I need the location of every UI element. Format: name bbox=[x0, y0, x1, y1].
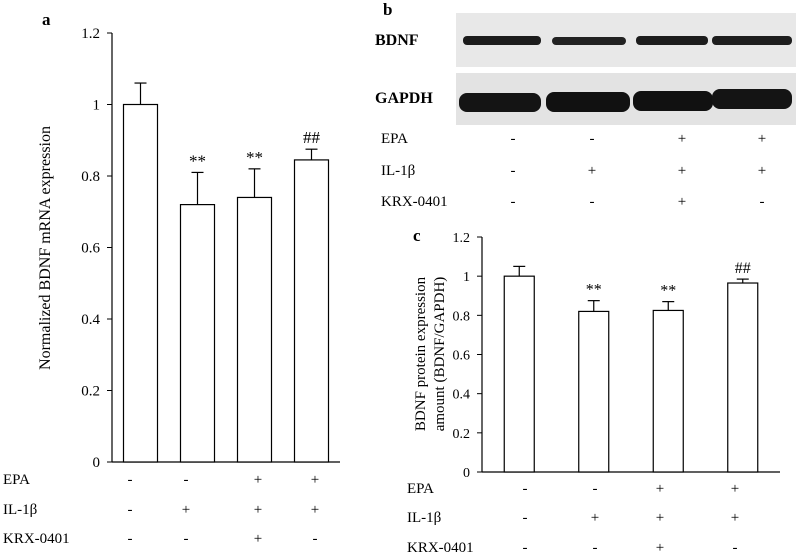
treatment-table-b: EPA - - + + IL-1β - + + + KRX-0401 - - + - bbox=[381, 131, 766, 210]
blot-band bbox=[552, 37, 626, 45]
blot-band bbox=[546, 92, 630, 112]
blot-label-bdnf: BDNF bbox=[375, 32, 419, 49]
y-tick-label: 0.6 bbox=[81, 241, 100, 257]
y-axis-label: Normalized BDNF mRNA expression bbox=[37, 126, 54, 370]
treatment-value: - bbox=[511, 163, 516, 179]
blot-band bbox=[633, 91, 713, 111]
treatment-value: + bbox=[731, 481, 739, 497]
treatment-value: - bbox=[511, 194, 516, 210]
bar bbox=[179, 204, 216, 463]
treatment-label: EPA bbox=[407, 481, 434, 497]
treatment-label: KRX-0401 bbox=[407, 540, 474, 556]
significance-annotation: ** bbox=[660, 283, 676, 300]
treatment-value: - bbox=[128, 502, 133, 518]
treatment-value: - bbox=[184, 472, 189, 488]
treatment-label: EPA bbox=[3, 472, 30, 488]
y-tick-label: 1 bbox=[463, 270, 470, 285]
treatment-label: EPA bbox=[381, 131, 408, 147]
treatment-value: - bbox=[511, 131, 516, 147]
bar bbox=[293, 159, 330, 463]
treatment-value: - bbox=[733, 540, 738, 556]
y-axis-label-line: BDNF protein expression bbox=[413, 276, 429, 431]
y-tick-label: 0.2 bbox=[453, 427, 471, 442]
treatment-value: + bbox=[678, 194, 686, 210]
bar bbox=[727, 282, 759, 473]
treatment-value: + bbox=[758, 131, 766, 147]
treatment-label: IL-1β bbox=[407, 510, 441, 526]
significance-annotation: ## bbox=[303, 128, 321, 147]
blot-band bbox=[636, 36, 708, 45]
treatment-value: + bbox=[254, 472, 262, 488]
bar bbox=[503, 275, 535, 473]
treatment-table-c: EPA - - + + IL-1β - + + + KRX-0401 - - + - bbox=[407, 481, 739, 556]
treatment-label: KRX-0401 bbox=[381, 194, 448, 210]
treatment-value: - bbox=[184, 531, 189, 547]
chart-c: 0 0.2 0.4 0.6 0.8 1 1.2 BDNF protein expression… bbox=[413, 231, 780, 481]
significance-annotation: ** bbox=[189, 151, 206, 170]
significance-annotation: ** bbox=[586, 282, 602, 299]
y-axis-label: BDNF protein expression amount (BDNF/GAPD… bbox=[413, 276, 448, 431]
treatment-value: - bbox=[590, 131, 595, 147]
bar bbox=[578, 310, 610, 473]
panel-b-label: b bbox=[383, 0, 392, 19]
treatment-value: + bbox=[311, 502, 319, 518]
treatment-value: + bbox=[588, 163, 596, 179]
treatment-value: - bbox=[128, 472, 133, 488]
blot-band bbox=[712, 36, 792, 45]
treatment-value: - bbox=[593, 481, 598, 497]
western-blot: BDNF GAPDH bbox=[375, 13, 796, 125]
treatment-value: - bbox=[593, 540, 598, 556]
y-tick-label: 0 bbox=[93, 455, 101, 471]
treatment-value: - bbox=[523, 510, 528, 526]
treatment-value: + bbox=[656, 510, 664, 526]
bar bbox=[236, 196, 273, 463]
y-tick-label: 0.4 bbox=[453, 388, 471, 403]
panel-c-label: c bbox=[413, 226, 421, 245]
treatment-table-a: EPA - - + + IL-1β - + + + KRX-0401 - - + - bbox=[3, 472, 319, 547]
significance-annotation: ## bbox=[735, 260, 751, 277]
y-axis-label-line: amount (BDNF/GAPDH) bbox=[432, 277, 448, 432]
y-tick-label: 1 bbox=[93, 98, 101, 114]
treatment-value: + bbox=[678, 131, 686, 147]
y-tick-label: 1.2 bbox=[81, 26, 100, 42]
y-tick-label: 0.2 bbox=[81, 384, 100, 400]
treatment-value: - bbox=[128, 531, 133, 547]
treatment-value: - bbox=[760, 194, 765, 210]
bar bbox=[652, 309, 684, 473]
treatment-value: - bbox=[313, 531, 318, 547]
treatment-value: + bbox=[311, 472, 319, 488]
y-tick-label: 0.6 bbox=[453, 349, 471, 364]
blot-band bbox=[459, 93, 541, 112]
y-tick-label: 1.2 bbox=[453, 231, 471, 246]
treatment-value: + bbox=[254, 531, 262, 547]
treatment-value: + bbox=[656, 540, 664, 556]
y-tick-label: 0 bbox=[463, 466, 470, 481]
treatment-value: + bbox=[656, 481, 664, 497]
blot-label-gapdh: GAPDH bbox=[375, 90, 433, 107]
y-tick-label: 0.8 bbox=[453, 309, 471, 324]
treatment-value: + bbox=[591, 510, 599, 526]
y-tick-label: 0.4 bbox=[81, 312, 100, 328]
treatment-value: + bbox=[731, 510, 739, 526]
treatment-label: IL-1β bbox=[381, 163, 415, 179]
treatment-value: - bbox=[590, 194, 595, 210]
blot-band bbox=[712, 89, 792, 109]
bar bbox=[122, 103, 159, 463]
treatment-value: - bbox=[523, 540, 528, 556]
panel-a-label: a bbox=[42, 10, 51, 29]
treatment-value: + bbox=[758, 163, 766, 179]
y-tick-label: 0.8 bbox=[81, 169, 100, 185]
treatment-label: IL-1β bbox=[3, 502, 37, 518]
chart-a: 0 0.2 0.4 0.6 0.8 1 1.2 Normalized BDNF mRNA ex… bbox=[37, 26, 340, 471]
significance-annotation: ** bbox=[246, 148, 263, 167]
treatment-value: + bbox=[678, 163, 686, 179]
treatment-value: + bbox=[254, 502, 262, 518]
treatment-label: KRX-0401 bbox=[3, 531, 70, 547]
treatment-value: + bbox=[182, 502, 190, 518]
blot-band bbox=[463, 36, 541, 45]
treatment-value: - bbox=[523, 481, 528, 497]
